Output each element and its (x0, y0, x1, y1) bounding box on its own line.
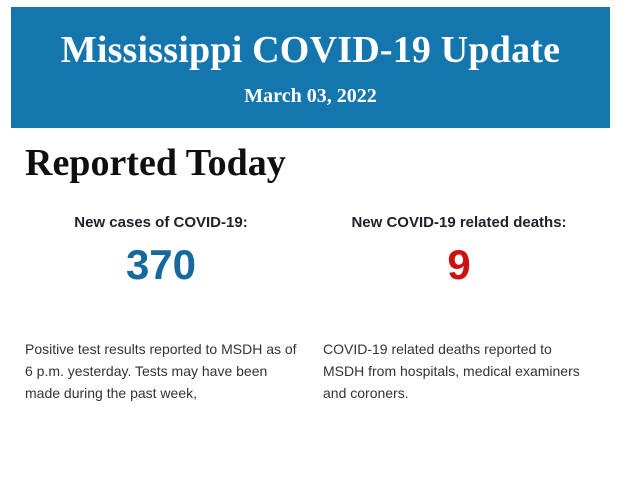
new-cases-label: New cases of COVID-19: (74, 214, 248, 231)
new-cases-description: Positive test results reported to MSDH a… (25, 341, 297, 401)
new-cases-value: 370 (125, 241, 197, 288)
new-deaths-column: New COVID-19 related deaths: 9 COVID-19 … (323, 214, 595, 404)
covid-update-page: Mississippi COVID-19 Update March 03, 20… (0, 7, 620, 490)
report-body: Reported Today New cases of COVID-19: 37… (0, 140, 620, 404)
new-cases-column: New cases of COVID-19: 370 Positive test… (25, 214, 297, 404)
stats-columns: New cases of COVID-19: 370 Positive test… (0, 214, 620, 404)
page-title: Mississippi COVID-19 Update (60, 28, 561, 71)
new-deaths-label: New COVID-19 related deaths: (351, 214, 567, 231)
report-date: March 03, 2022 (244, 84, 377, 107)
section-heading: Reported Today (25, 142, 286, 184)
new-deaths-value: 9 (447, 241, 471, 288)
header-banner: Mississippi COVID-19 Update March 03, 20… (11, 7, 610, 128)
new-deaths-description: COVID-19 related deaths reported to MSDH… (323, 341, 580, 401)
